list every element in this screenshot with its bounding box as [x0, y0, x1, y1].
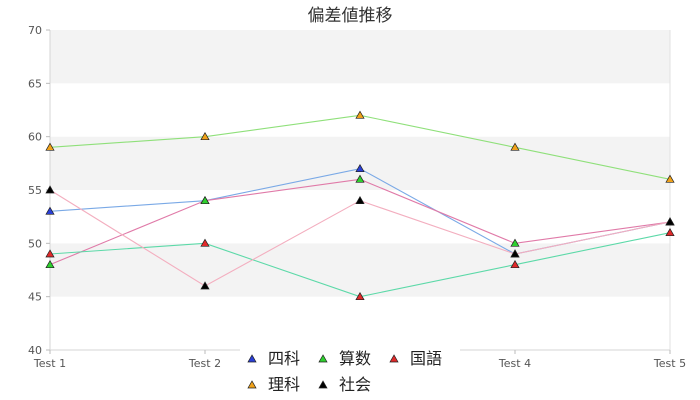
chart-title: 偏差値推移: [308, 6, 393, 26]
data-point: [45, 185, 55, 194]
data-point: [200, 195, 210, 205]
y-tick-label: 60: [28, 131, 42, 144]
y-axis: 40 45 50 55 60 65 70: [28, 24, 50, 357]
legend-label: 算数: [339, 349, 371, 368]
data-point: [665, 174, 675, 183]
data-point: [355, 174, 365, 183]
legend-marker: [318, 354, 328, 363]
data-point: [355, 195, 365, 205]
legend-label: 国語: [410, 349, 442, 368]
x-tick-label: Test 2: [188, 357, 221, 370]
data-point: [200, 131, 210, 141]
data-point: [510, 238, 520, 247]
grid-bands: [49, 30, 671, 351]
x-tick-label: Test 4: [498, 357, 531, 370]
y-tick-label: 65: [28, 77, 42, 90]
data-point: [45, 249, 55, 258]
data-point: [510, 249, 520, 258]
y-tick-label: 40: [28, 344, 42, 357]
y-tick-label: 55: [28, 184, 42, 197]
x-tick-label: Test 1: [33, 357, 66, 370]
y-tick-label: 50: [28, 237, 42, 250]
data-point: [355, 291, 365, 301]
grid-band: [50, 30, 670, 84]
legend-label: 四科: [268, 349, 300, 368]
data-point: [200, 238, 210, 247]
grid-band: [50, 243, 670, 297]
data-point: [200, 281, 210, 290]
grid-band: [50, 83, 670, 137]
series-markers: [45, 110, 675, 301]
legend-marker: [389, 354, 399, 363]
y-tick-label: 45: [28, 291, 42, 304]
legend-label: 理科: [268, 375, 300, 394]
x-tick-label: Test 5: [653, 357, 686, 370]
data-point: [45, 142, 55, 151]
data-point: [665, 227, 675, 237]
data-point: [510, 142, 520, 151]
data-point: [45, 206, 55, 215]
legend-marker: [247, 380, 257, 389]
data-point: [665, 217, 675, 226]
legend-marker: [318, 380, 328, 389]
data-point: [355, 110, 365, 119]
grid-band: [50, 296, 670, 350]
legend-box: [240, 344, 460, 400]
data-point: [45, 259, 55, 269]
y-tick-label: 70: [28, 24, 42, 37]
data-point: [510, 259, 520, 269]
legend-label: 社会: [339, 375, 371, 394]
data-point: [355, 163, 365, 173]
legend-marker: [247, 354, 257, 363]
